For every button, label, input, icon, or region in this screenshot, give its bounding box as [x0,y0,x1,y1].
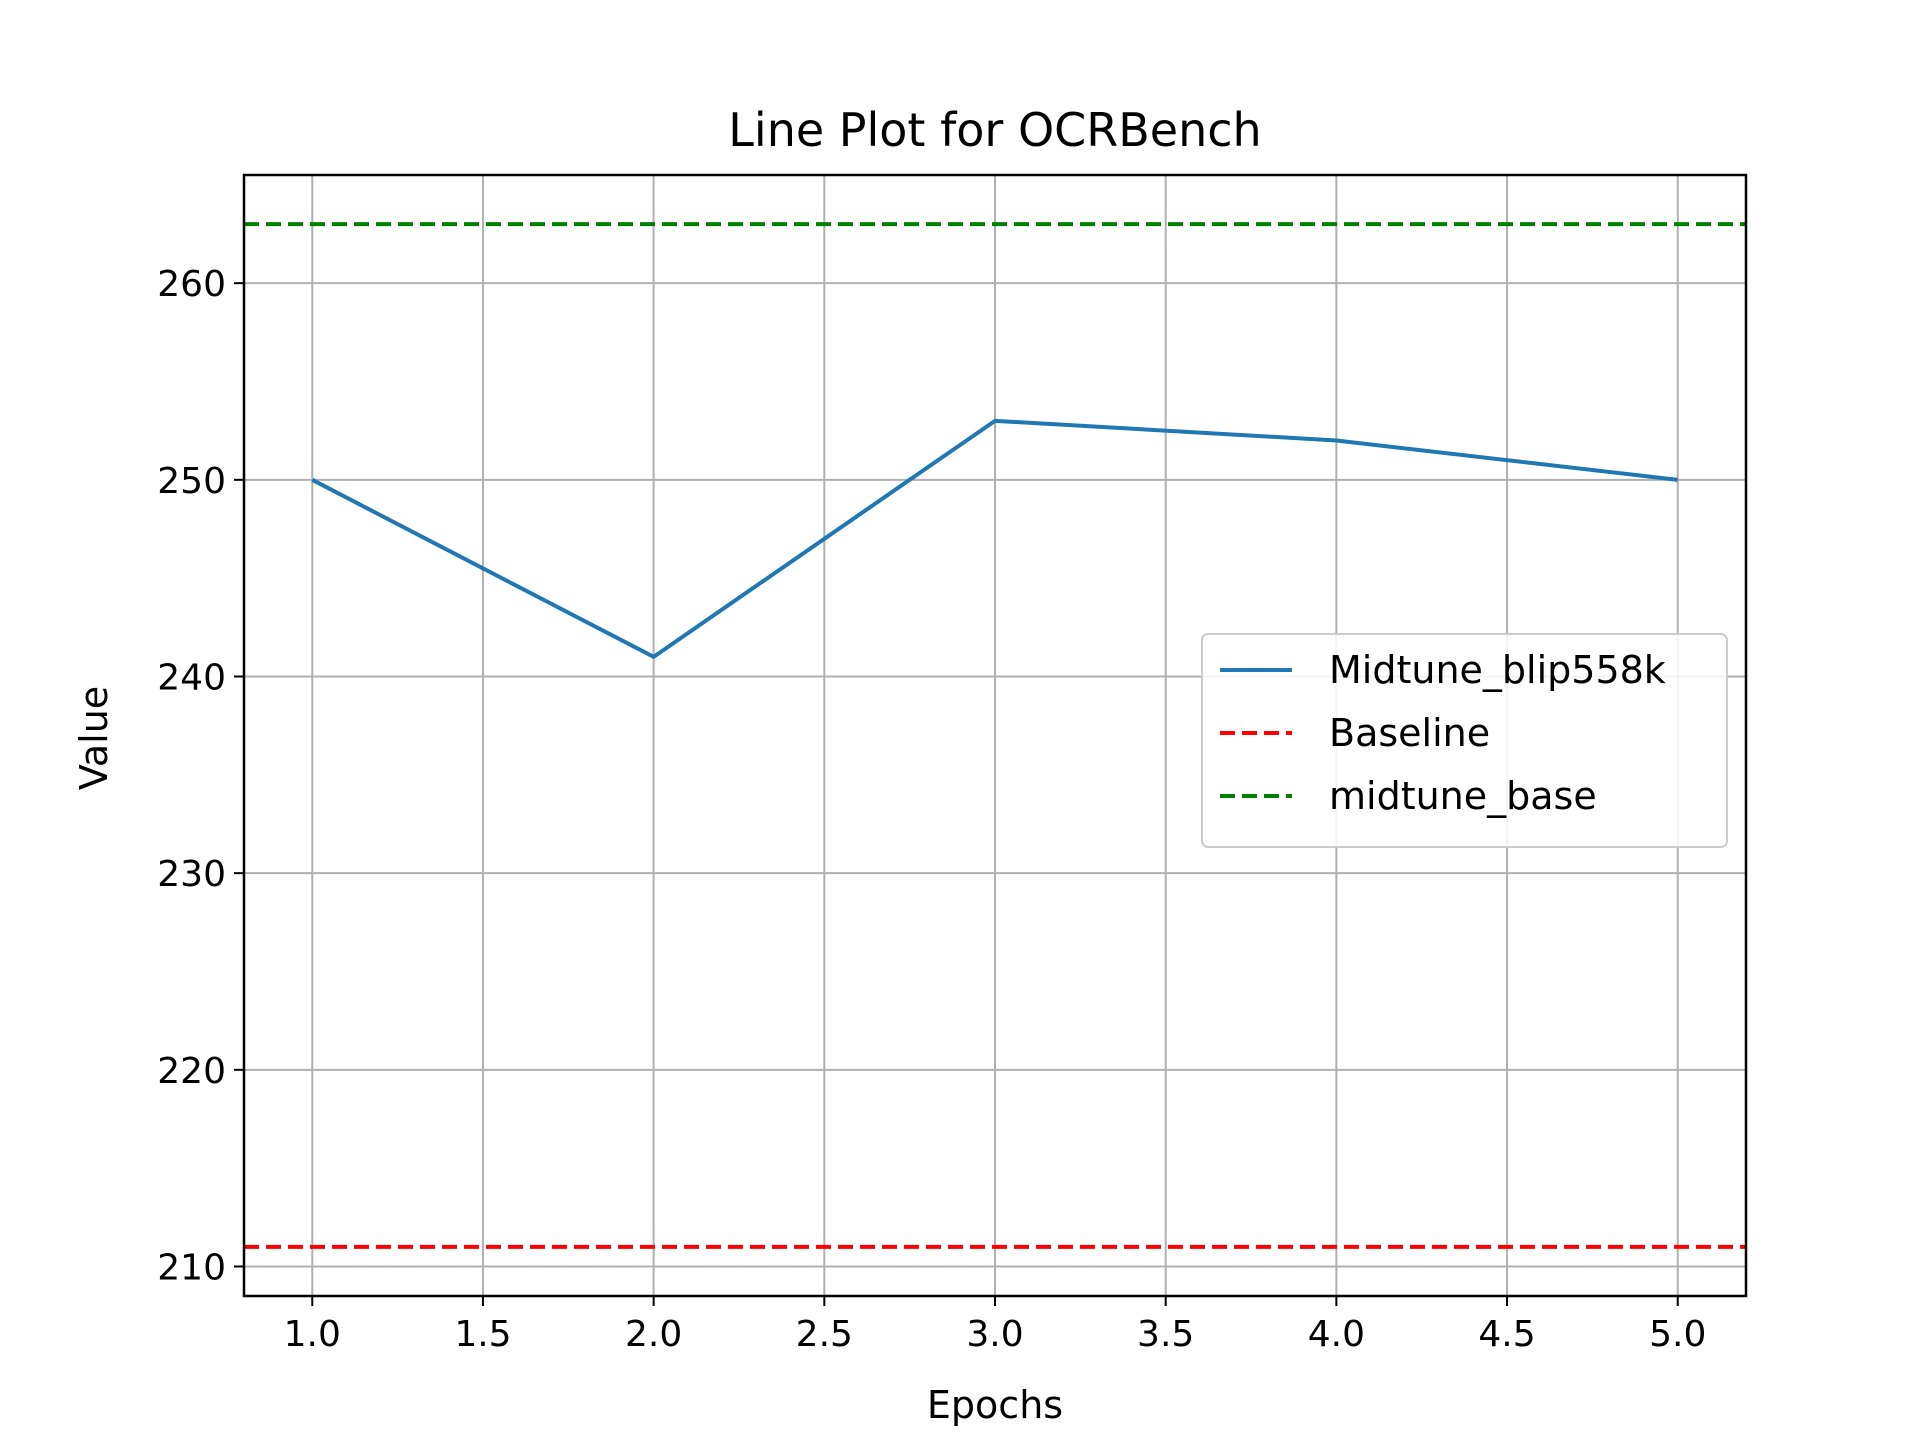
legend-label: Baseline [1329,711,1490,755]
y-tick-label: 220 [157,1051,226,1092]
x-tick-label: 4.5 [1478,1314,1535,1355]
x-axis-label: Epochs [927,1383,1063,1427]
y-tick-label: 260 [157,264,226,305]
x-tick-label: 2.5 [796,1314,853,1355]
x-tick-label: 1.0 [284,1314,341,1355]
x-tick-label: 5.0 [1649,1314,1706,1355]
y-tick-label: 230 [157,854,226,895]
y-tick-label: 240 [157,658,226,699]
y-tick-label: 210 [157,1248,226,1289]
x-tick-label: 3.5 [1137,1314,1194,1355]
x-tick-label: 1.5 [454,1314,511,1355]
y-axis-label: Value [72,686,116,790]
legend-label: Midtune_blip558k [1329,648,1666,692]
x-tick-label: 4.0 [1308,1314,1365,1355]
x-tick-label: 3.0 [966,1314,1023,1355]
y-tick-label: 250 [157,461,226,502]
x-tick-label: 2.0 [625,1314,682,1355]
chart-title: Line Plot for OCRBench [728,103,1261,157]
legend: Midtune_blip558k Baseline midtune_base [1202,634,1727,847]
legend-label: midtune_base [1329,774,1597,818]
